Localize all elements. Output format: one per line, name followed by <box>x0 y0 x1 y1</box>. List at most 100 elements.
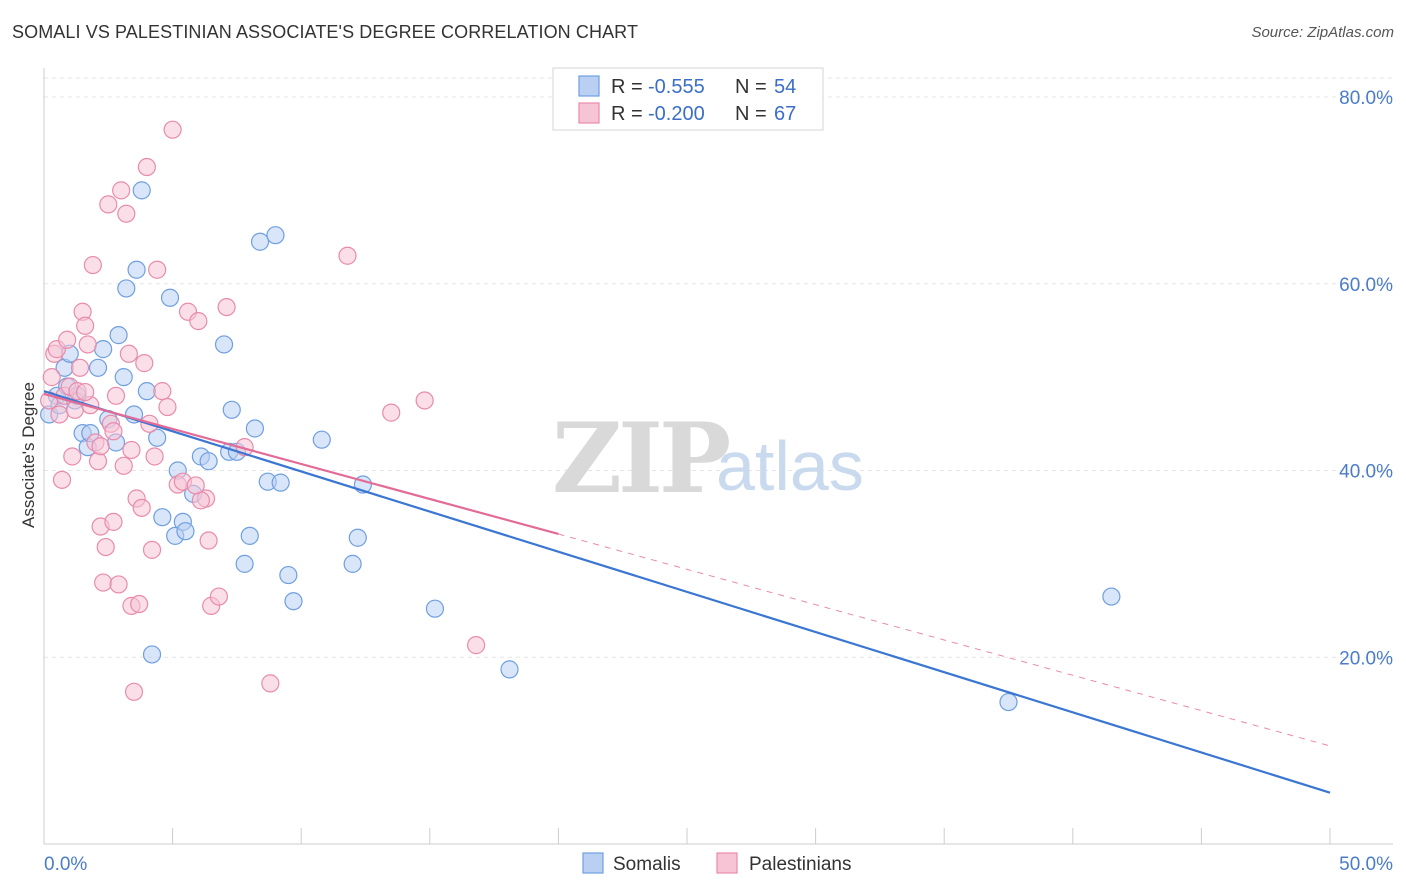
point-somalis-32 <box>199 452 218 471</box>
legend-n-label-1: N = <box>735 103 767 125</box>
point-palestinians-21 <box>96 537 115 557</box>
point-somalis-17 <box>117 279 136 298</box>
point-somalis-43 <box>271 473 290 492</box>
point-palestinians-30 <box>119 344 138 363</box>
point-palestinians-65 <box>186 476 205 495</box>
point-palestinians-59 <box>76 382 95 402</box>
legend-swatch-palestinians <box>578 102 600 124</box>
point-somalis-35 <box>222 400 241 419</box>
point-somalis-16 <box>114 368 133 387</box>
point-palestinians-29 <box>117 204 136 223</box>
point-palestinians-38 <box>142 540 162 559</box>
bottom-legend-somalis: Somalis <box>613 854 681 875</box>
point-palestinians-39 <box>145 447 164 466</box>
point-palestinians-60 <box>91 437 110 456</box>
point-palestinians-57 <box>415 391 434 410</box>
y-axis-title: Associate's Degree <box>19 382 38 528</box>
point-somalis-51 <box>500 660 519 679</box>
point-somalis-44 <box>279 565 298 585</box>
point-palestinians-41 <box>153 382 172 401</box>
point-palestinians-49 <box>199 531 218 550</box>
point-somalis-48 <box>348 528 367 547</box>
point-somalis-42 <box>266 226 285 245</box>
series-palestinians <box>40 120 486 701</box>
point-somalis-22 <box>142 645 162 664</box>
point-palestinians-11 <box>70 358 90 377</box>
point-palestinians-22 <box>99 195 118 214</box>
chart-title: SOMALI VS PALESTINIAN ASSOCIATE'S DEGREE… <box>12 22 639 42</box>
point-palestinians-55 <box>338 246 357 265</box>
legend-swatch-somalis <box>578 75 600 97</box>
point-palestinians-6 <box>58 330 77 349</box>
point-palestinians-43 <box>163 120 182 139</box>
point-somalis-40 <box>250 232 270 251</box>
legend-box: R = -0.555 N = 54 R = -0.200 N = 67 <box>552 67 824 131</box>
point-somalis-25 <box>160 288 180 307</box>
point-somalis-52 <box>999 692 1018 712</box>
trend-lines <box>43 390 1331 794</box>
point-palestinians-56 <box>382 403 401 422</box>
point-palestinians-27 <box>112 181 131 200</box>
point-palestinians-34 <box>130 594 149 614</box>
bottom-legend-swatch-palestinians <box>716 852 738 874</box>
legend-r-value-0: -0.555 <box>648 76 705 98</box>
y-tick-label-20: 20.0% <box>1339 648 1393 669</box>
point-somalis-38 <box>240 526 259 545</box>
legend-r-label-1: R = <box>611 103 643 125</box>
point-palestinians-14 <box>78 335 97 354</box>
point-palestinians-63 <box>52 470 72 489</box>
point-palestinians-26 <box>109 575 128 594</box>
legend-r-label-0: R = <box>611 76 643 98</box>
point-somalis-47 <box>343 554 362 573</box>
point-palestinians-58 <box>466 636 486 655</box>
legend-n-value-1: 67 <box>774 103 796 125</box>
chart-source: Source: ZipAtlas.com <box>1251 24 1394 41</box>
point-somalis-37 <box>235 554 254 573</box>
point-palestinians-20 <box>94 573 113 592</box>
point-somalis-19 <box>127 260 146 279</box>
legend-r-value-1: -0.200 <box>648 103 705 125</box>
point-palestinians-32 <box>124 682 144 701</box>
point-somalis-39 <box>245 419 265 438</box>
tick-labels: 20.0% 40.0% 60.0% 80.0% 0.0% 50.0% <box>44 88 1393 875</box>
point-palestinians-47 <box>189 312 208 331</box>
point-palestinians-61 <box>122 440 141 460</box>
point-palestinians-40 <box>148 260 167 279</box>
point-somalis-11 <box>88 358 108 377</box>
point-palestinians-1 <box>42 368 61 387</box>
point-palestinians-25 <box>106 386 126 405</box>
point-palestinians-36 <box>135 354 154 373</box>
watermark-zip: ZIP <box>552 402 729 515</box>
point-somalis-21 <box>137 382 156 401</box>
bottom-legend-palestinians: Palestinians <box>749 854 851 875</box>
point-somalis-33 <box>214 335 234 354</box>
point-somalis-29 <box>176 522 195 541</box>
point-palestinians-24 <box>104 512 123 531</box>
watermark-atlas: atlas <box>716 427 864 505</box>
trend-line-palestinians <box>43 392 559 536</box>
point-palestinians-18 <box>88 452 108 471</box>
point-palestinians-42 <box>158 397 177 417</box>
axes <box>43 68 1393 845</box>
watermark: ZIP atlas <box>552 402 864 515</box>
point-palestinians-4 <box>50 405 69 424</box>
point-somalis-46 <box>312 430 331 449</box>
point-palestinians-51 <box>209 587 228 606</box>
point-somalis-23 <box>148 428 167 447</box>
y-tick-label-80: 80.0% <box>1339 88 1393 109</box>
point-palestinians-37 <box>137 157 156 177</box>
point-palestinians-13 <box>76 316 95 335</box>
y-tick-label-40: 40.0% <box>1339 462 1393 483</box>
point-palestinians-28 <box>114 456 133 475</box>
point-palestinians-8 <box>63 447 82 466</box>
point-somalis-24 <box>153 508 172 527</box>
point-somalis-53 <box>1102 587 1121 606</box>
point-palestinians-66 <box>104 422 123 441</box>
bottom-legend-swatch-somalis <box>582 852 604 874</box>
point-palestinians-54 <box>261 674 280 693</box>
point-somalis-45 <box>284 592 303 611</box>
point-somalis-50 <box>425 599 445 618</box>
x-tick-label-50: 50.0% <box>1339 854 1393 875</box>
point-somalis-20 <box>132 181 151 200</box>
